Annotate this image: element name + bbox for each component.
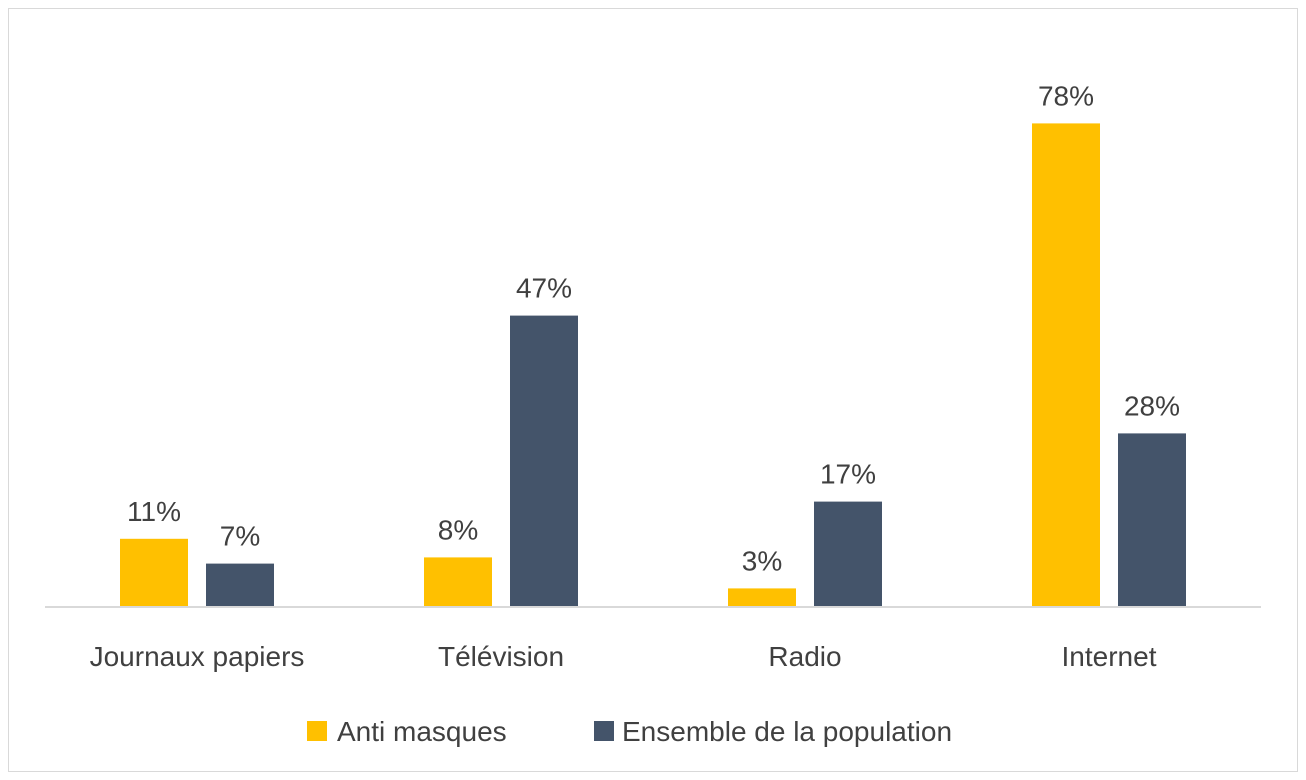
bar-anti-masques-1 bbox=[424, 557, 492, 607]
bars-layer bbox=[120, 123, 1186, 608]
bar-ensemble-1 bbox=[510, 315, 578, 607]
category-label-3: Internet bbox=[1062, 641, 1157, 672]
bar-anti-masques-3 bbox=[1032, 123, 1100, 608]
legend-swatch-anti-masques bbox=[307, 721, 327, 741]
bar-anti-masques-0 bbox=[120, 538, 188, 607]
category-label-1: Télévision bbox=[438, 641, 564, 672]
bar-ensemble-0 bbox=[206, 563, 274, 607]
category-label-0: Journaux papiers bbox=[90, 641, 305, 672]
data-label-ensemble-3: 28% bbox=[1124, 390, 1180, 421]
legend-swatch-ensemble bbox=[594, 721, 614, 741]
bar-anti-masques-2 bbox=[728, 588, 796, 607]
data-label-ensemble-2: 17% bbox=[820, 459, 876, 490]
data-label-anti-masques-0: 11% bbox=[127, 496, 181, 527]
data-label-anti-masques-1: 8% bbox=[438, 514, 478, 545]
legend-label-ensemble: Ensemble de la population bbox=[622, 716, 952, 747]
data-label-ensemble-1: 47% bbox=[516, 273, 572, 304]
data-label-anti-masques-2: 3% bbox=[742, 545, 782, 576]
legend-label-anti-masques: Anti masques bbox=[337, 716, 507, 747]
legend: Anti masques Ensemble de la population bbox=[307, 716, 952, 747]
data-label-ensemble-0: 7% bbox=[220, 521, 260, 552]
category-labels-layer: Journaux papiers Télévision Radio Internet bbox=[90, 641, 1157, 672]
data-label-anti-masques-3: 78% bbox=[1038, 80, 1094, 111]
data-labels-layer: 11% 7% 8% 47% 3% 17% 78% 28% bbox=[127, 80, 1180, 576]
category-label-2: Radio bbox=[768, 641, 841, 672]
bar-ensemble-2 bbox=[814, 501, 882, 607]
bar-ensemble-3 bbox=[1118, 433, 1186, 607]
